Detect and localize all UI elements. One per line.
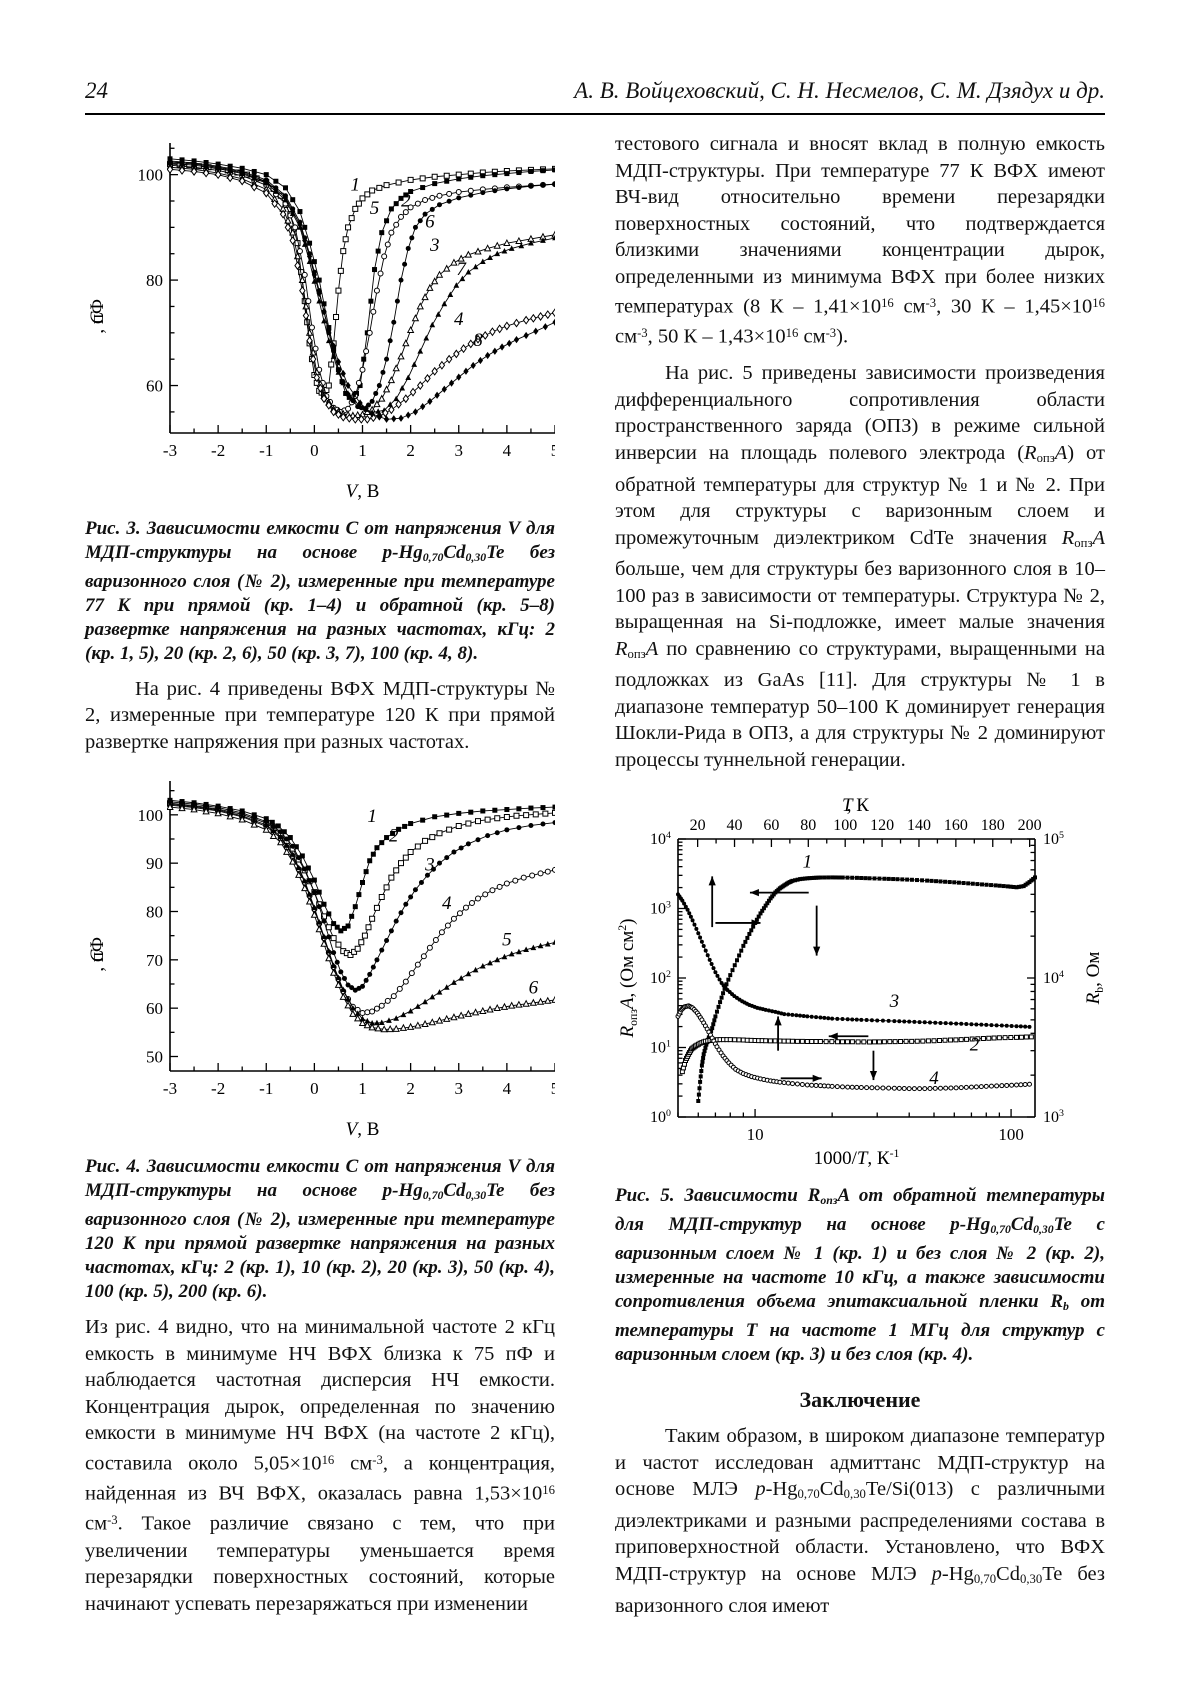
paragraph-fig4-discussion: Из рис. 4 видно, что на минимальной част… [85, 1316, 556, 1615]
figure4-cv-chart [85, 771, 555, 1144]
right-column: тестового сигнала и вносят вклад в полну… [615, 131, 1105, 1619]
figure3-cv-chart [85, 133, 555, 505]
paragraph-fig4-intro: На рис. 4 приведены ВФХ МДП-структуры № … [85, 677, 555, 753]
figure5-caption: Рис. 5. Зависимости RопзA от обратной те… [615, 1185, 1105, 1366]
figure4 [85, 771, 555, 1144]
figure3-caption: Рис. 3. Зависимости емкости C от напряже… [85, 518, 555, 664]
paragraph-fig5-discussion: На рис. 5 приведены зависимости произвед… [615, 362, 1105, 771]
figure5-resistance-chart [615, 787, 1105, 1173]
page-number: 24 [85, 78, 108, 103]
figure5 [615, 787, 1105, 1173]
paragraph-conclusion: Таким образом, в широком диапазоне темпе… [615, 1425, 1105, 1617]
figure4-caption: Рис. 4. Зависимости емкости C от напряже… [85, 1156, 555, 1303]
figure3 [85, 133, 555, 505]
running-head-authors: А. В. Войцеховский, С. Н. Несмелов, С. М… [574, 78, 1105, 103]
running-header: 24 А. В. Войцеховский, С. Н. Несмелов, С… [85, 78, 1105, 115]
left-column: Рис. 3. Зависимости емкости C от напряже… [85, 131, 555, 1619]
paper-page: 24 А. В. Войцеховский, С. Н. Несмелов, С… [85, 78, 1105, 1619]
conclusion-heading: Заключение [799, 1387, 921, 1413]
paragraph-continuation: тестового сигнала и вносят вклад в полну… [615, 133, 1105, 348]
